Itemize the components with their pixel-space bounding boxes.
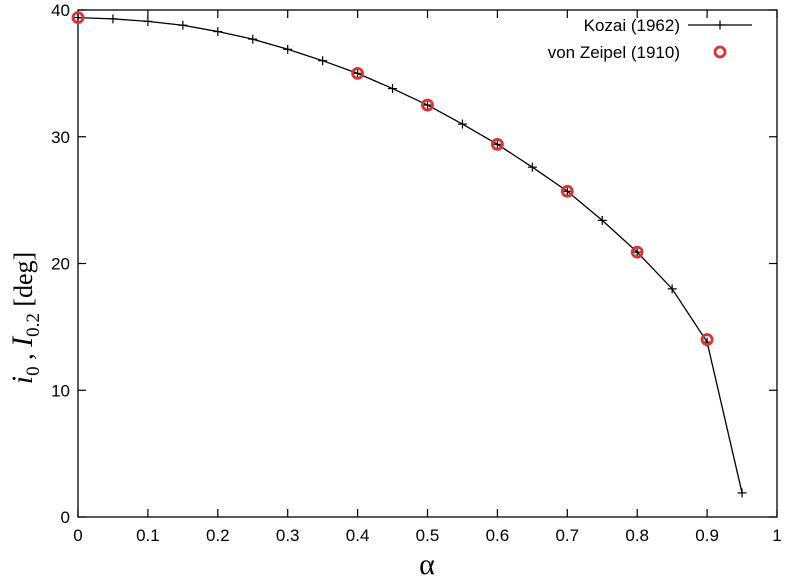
kozai-point	[318, 56, 328, 66]
legend-marker-kozai	[715, 20, 725, 30]
kozai-point	[597, 215, 607, 225]
zeipel-point	[71, 11, 85, 25]
x-tick-label: 0.3	[276, 526, 300, 545]
y-axis-title: i0 , I0.2 [deg]	[6, 252, 44, 384]
axis-ticks	[77, 9, 778, 518]
y-tick-label: 20	[51, 255, 70, 274]
x-axis-title: α	[419, 548, 435, 580]
x-tick-label: 0.5	[416, 526, 440, 545]
zeipel-point	[630, 245, 644, 259]
x-tick-label: 0.1	[136, 526, 160, 545]
series-layer	[71, 11, 747, 498]
x-tick-label: 1	[772, 526, 781, 545]
zeipel-point	[700, 333, 714, 346]
kozai-point	[388, 84, 398, 94]
y-tick-label: 0	[61, 508, 70, 527]
legend-label-zeipel: von Zeipel (1910)	[548, 43, 680, 62]
legend-label-kozai: Kozai (1962)	[584, 16, 680, 35]
x-tick-label: 0.9	[695, 526, 719, 545]
kozai-point	[632, 247, 642, 257]
kozai-point	[737, 488, 747, 498]
x-tick-label: 0.4	[346, 526, 370, 545]
x-tick-label: 0.7	[555, 526, 579, 545]
kozai-point	[353, 68, 363, 78]
x-tick-label: 0.6	[486, 526, 510, 545]
x-tick-label: 0.2	[206, 526, 230, 545]
kozai-point	[178, 20, 188, 30]
kozai-point	[143, 16, 153, 26]
zeipel-point	[421, 98, 434, 112]
y-tick-label: 10	[51, 381, 70, 400]
zeipel-point	[351, 66, 365, 80]
plot-frame	[77, 9, 778, 518]
x-tick-label: 0.8	[625, 526, 649, 545]
x-tick-label: 0	[73, 526, 82, 545]
y-tick-label: 30	[51, 128, 70, 147]
kozai-point	[283, 44, 293, 54]
kozai-point	[213, 27, 223, 37]
y-tick-label: 40	[51, 1, 70, 20]
series-line-kozai	[77, 16, 743, 494]
kozai-point	[667, 284, 677, 294]
zeipel-point	[490, 137, 504, 151]
kozai-point	[457, 119, 467, 129]
kozai-point	[562, 186, 572, 196]
kozai-point	[108, 14, 118, 24]
kozai-point	[527, 162, 537, 172]
legend: Kozai (1962) von Zeipel (1910)	[548, 16, 752, 62]
kozai-point	[423, 100, 432, 110]
kozai-point	[248, 34, 258, 44]
kozai-point	[492, 139, 502, 149]
kozai-point	[73, 13, 83, 23]
legend-marker-zeipel	[713, 45, 727, 59]
zeipel-point	[560, 184, 574, 198]
